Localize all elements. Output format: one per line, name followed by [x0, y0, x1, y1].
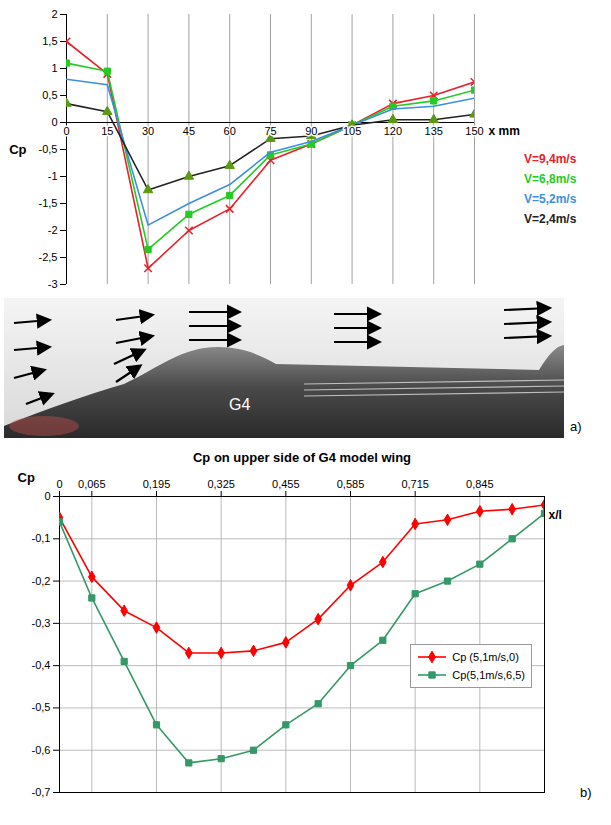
svg-text:0,065: 0,065 — [78, 478, 106, 490]
svg-text:Cp on upper side of G4 model w: Cp on upper side of G4 model wing — [193, 450, 411, 465]
html-text:Cp (5,1m/s,0): Cp (5,1m/s,0) — [452, 651, 519, 663]
svg-text:0,5: 0,5 — [42, 89, 57, 101]
svg-text:-0,5: -0,5 — [32, 701, 51, 713]
html-text:V=9,4m/s: V=9,4m/s — [524, 152, 577, 166]
svg-text:G4: G4 — [229, 396, 250, 413]
svg-text:-2,5: -2,5 — [39, 251, 58, 263]
html-text:V=6,8m/s: V=6,8m/s — [524, 172, 577, 186]
svg-text:0: 0 — [56, 478, 62, 490]
svg-text:135: 135 — [425, 125, 443, 137]
svg-text:45: 45 — [183, 125, 195, 137]
svg-text:0: 0 — [44, 490, 50, 502]
svg-text:150: 150 — [465, 125, 483, 137]
svg-text:-0,4: -0,4 — [32, 659, 51, 671]
svg-text:0: 0 — [63, 125, 69, 137]
svg-text:-0,7: -0,7 — [32, 786, 51, 798]
svg-text:0,325: 0,325 — [207, 478, 235, 490]
svg-text:-1: -1 — [48, 170, 58, 182]
svg-text:0,845: 0,845 — [466, 478, 494, 490]
svg-text:-3: -3 — [48, 278, 58, 290]
svg-text:105: 105 — [343, 125, 361, 137]
svg-text:-0,2: -0,2 — [32, 575, 51, 587]
svg-text:60: 60 — [224, 125, 236, 137]
svg-text:-0,6: -0,6 — [32, 744, 51, 756]
svg-text:-0,1: -0,1 — [32, 532, 51, 544]
svg-text:-2: -2 — [48, 224, 58, 236]
svg-text:0,715: 0,715 — [401, 478, 429, 490]
svg-text:0,585: 0,585 — [337, 478, 365, 490]
svg-text:Cp: Cp — [18, 470, 35, 485]
svg-text:75: 75 — [264, 125, 276, 137]
svg-text:-0,5: -0,5 — [39, 143, 58, 155]
svg-text:1: 1 — [51, 62, 57, 74]
svg-text:15: 15 — [101, 125, 113, 137]
svg-text:x mm: x mm — [489, 124, 520, 138]
svg-text:0,195: 0,195 — [143, 478, 171, 490]
svg-text:0,455: 0,455 — [272, 478, 300, 490]
svg-text:120: 120 — [384, 125, 402, 137]
svg-text:2: 2 — [51, 8, 57, 20]
html-text:V=2,4m/s: V=2,4m/s — [524, 212, 577, 226]
svg-text:30: 30 — [142, 125, 154, 137]
svg-text:1,5: 1,5 — [42, 35, 57, 47]
svg-text:90: 90 — [305, 125, 317, 137]
svg-text:0: 0 — [51, 116, 57, 128]
svg-text:Cp: Cp — [9, 142, 26, 157]
html-text:b): b) — [580, 785, 592, 800]
svg-text:-1,5: -1,5 — [39, 197, 58, 209]
html-text:Cp(5,1m/s,6,5): Cp(5,1m/s,6,5) — [452, 669, 525, 681]
html-text:V=5,2m/s: V=5,2m/s — [524, 192, 577, 206]
svg-text:x/l: x/l — [549, 508, 562, 522]
html-text:a): a) — [570, 419, 582, 434]
svg-text:-0,3: -0,3 — [32, 617, 51, 629]
